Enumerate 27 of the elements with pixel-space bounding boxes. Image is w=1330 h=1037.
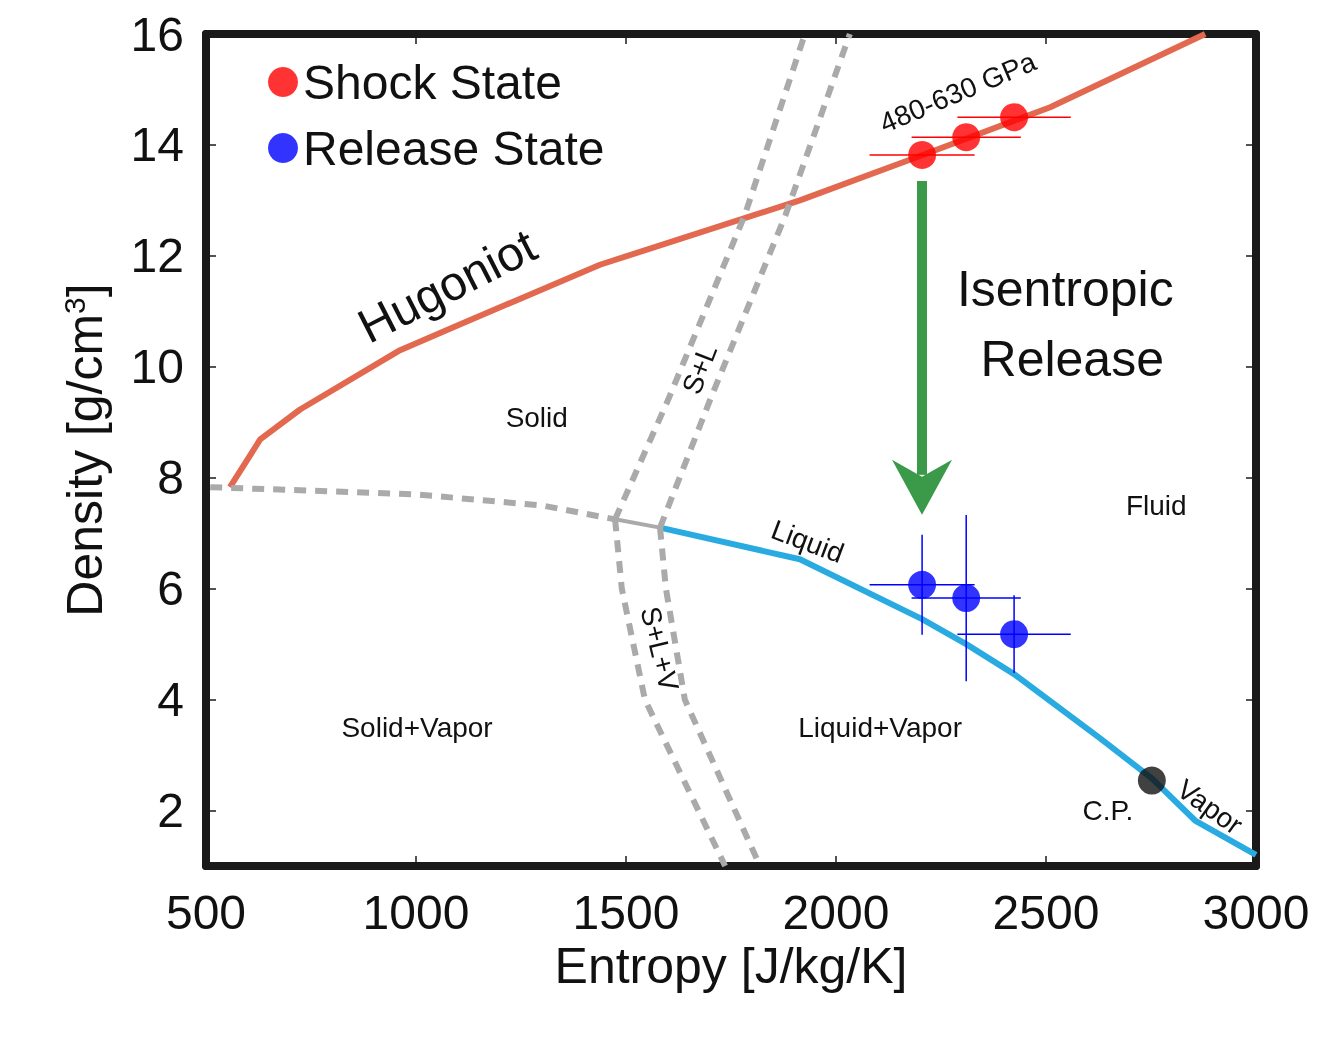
y-tick-label: 14 [130, 118, 184, 172]
y-tick-label: 16 [130, 7, 184, 61]
annotation: S+L+V [634, 603, 685, 695]
y-tick-label: 6 [157, 562, 184, 616]
y-tick-label: 10 [130, 340, 184, 394]
y-tick-label: 8 [157, 451, 184, 505]
annotation: S+L [675, 340, 724, 399]
y-tick-label: 12 [130, 229, 184, 283]
annotation: Isentropic Release [956, 261, 1188, 388]
annotation: Liquid+Vapor [798, 712, 962, 744]
y-axis-title: Density [g/cm3] [57, 283, 113, 617]
x-tick-label: 2500 [992, 885, 1100, 939]
annotation: Liquid [767, 513, 849, 570]
x-tick-label: 1000 [362, 885, 470, 939]
legend-label: Shock State [303, 55, 562, 109]
legend-label: Release State [303, 121, 605, 175]
annotation: Solid+Vapor [341, 712, 493, 744]
annotation: C.P. [1082, 794, 1134, 826]
annotation: Solid [505, 402, 568, 434]
x-tick-label: 500 [165, 885, 247, 939]
x-tick-label: 2000 [782, 885, 890, 939]
x-tick-label: 1500 [572, 885, 680, 939]
x-tick-label: 3000 [1202, 885, 1310, 939]
annotation: Fluid [1125, 490, 1187, 522]
y-tick-label: 2 [157, 784, 184, 838]
x-axis-title: Entropy [J/kg/K] [554, 937, 908, 994]
y-tick-label: 4 [157, 673, 184, 727]
